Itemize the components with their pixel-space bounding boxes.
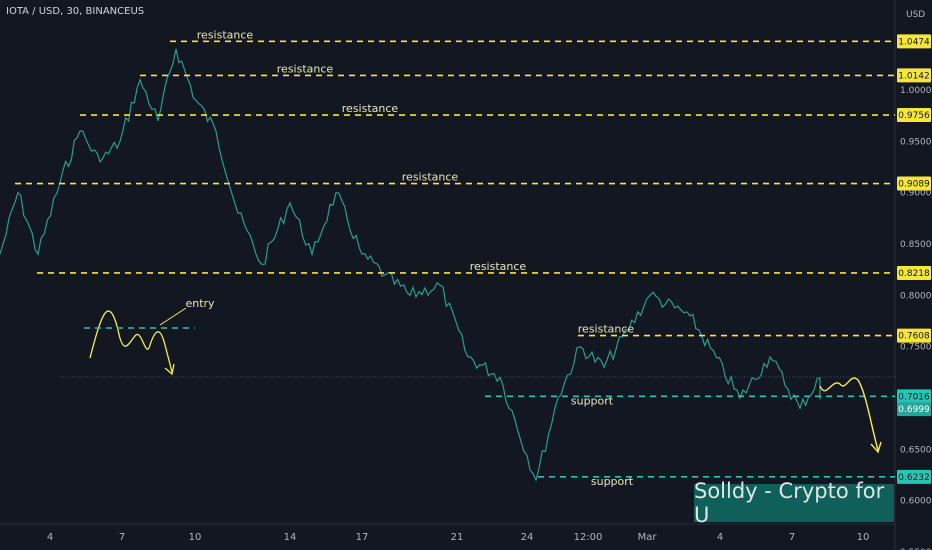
price-tag-label: 0.8218 [898, 269, 930, 279]
resistance-label: resistance [402, 171, 459, 184]
resistance-label: resistance [342, 102, 399, 115]
price-tag-label: 1.0142 [898, 71, 930, 81]
resistance-label: resistance [277, 62, 334, 75]
entry-arrow-head [164, 363, 175, 376]
x-tick-label: 4 [47, 532, 53, 543]
symbol-header: IOTA / USD, 30, BINANCEUS [6, 6, 145, 17]
currency-label: USD [906, 10, 925, 20]
resistance-label: resistance [578, 323, 635, 336]
price-tag [897, 34, 931, 49]
x-tick-label: 17 [356, 532, 369, 543]
price-tag [897, 265, 931, 280]
price-tag-label: 1.0474 [898, 37, 930, 47]
price-tag [897, 389, 931, 404]
y-tick-label: 0.6500 [900, 445, 932, 455]
x-tick-label: 21 [451, 532, 464, 543]
price-tag [897, 176, 931, 191]
entry-pattern-curve [89, 310, 173, 373]
y-tick-label: 0.8000 [900, 291, 932, 301]
x-tick-label: Mar [638, 532, 658, 543]
entry-label: entry [185, 297, 215, 310]
projection-arrow-head [870, 441, 882, 454]
resistance-label: resistance [470, 260, 527, 273]
projection-curve [819, 377, 879, 451]
y-tick-label: 0.5500 [900, 548, 932, 550]
price-series-line [0, 48, 821, 482]
x-tick-label: 10 [189, 532, 202, 543]
y-tick-label: 0.8500 [900, 240, 932, 250]
watermark: Solldy - Crypto for U [694, 479, 894, 527]
price-tag [897, 108, 931, 123]
current-price-tag [897, 402, 931, 417]
price-tag [897, 469, 931, 484]
y-tick-label: 0.6000 [900, 497, 932, 507]
x-tick-label: 14 [284, 532, 297, 543]
price-tag [897, 328, 931, 343]
x-tick-label: 10 [857, 532, 870, 543]
x-tick-label: 7 [119, 532, 125, 543]
y-tick-label: 0.9000 [900, 189, 932, 199]
resistance-label: resistance [197, 28, 254, 41]
entry-pointer [159, 307, 187, 326]
y-tick-label: 0.7500 [900, 343, 932, 353]
price-tag-label: 0.6232 [898, 473, 930, 483]
price-tag-label: 0.7016 [898, 392, 930, 402]
price-tag-label: 0.9756 [898, 111, 930, 121]
x-tick-label: 4 [717, 532, 723, 543]
y-tick-label: 1.0000 [900, 86, 932, 96]
current-price-label: 0.6999 [898, 405, 930, 415]
y-tick-label: 0.9500 [900, 137, 932, 147]
price-tag-label: 0.7608 [898, 332, 930, 342]
price-tag [897, 68, 931, 83]
x-tick-label: 12:00 [574, 532, 603, 543]
price-tag-label: 0.9089 [898, 180, 930, 190]
support-label: support [571, 394, 614, 407]
support-label: support [591, 475, 634, 488]
x-tick-label: 7 [789, 532, 795, 543]
x-tick-label: 24 [521, 532, 534, 543]
